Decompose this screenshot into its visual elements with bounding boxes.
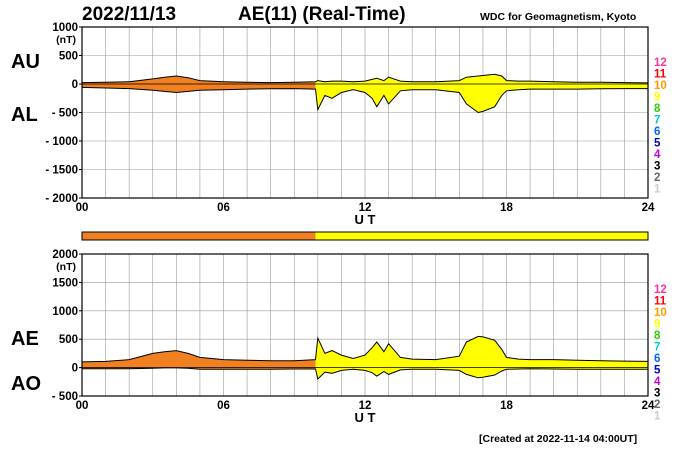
status-bar-before xyxy=(82,232,316,240)
au-al-legend-4: 4 xyxy=(654,149,661,161)
series-ao-line xyxy=(82,367,649,380)
ae-ao-xtick-label: 12 xyxy=(359,400,372,412)
ao-label: AO xyxy=(11,373,41,395)
created-timestamp: [Created at 2022-11-14 04:00UT] xyxy=(479,433,638,445)
au-al-xaxis-label: U T xyxy=(355,212,376,227)
au-al-legend-3: 3 xyxy=(654,161,660,173)
series-al-line xyxy=(81,86,648,114)
au-al-ytick-label: - 1000 xyxy=(45,136,78,148)
ae-ao-ytick-label: 1500 xyxy=(52,277,78,289)
status-bar-frame xyxy=(81,231,649,241)
au-al-ytick-label: 1000 xyxy=(52,22,78,34)
au-label: AU xyxy=(11,51,40,73)
series-ae-line xyxy=(81,335,649,363)
ae-ao-area-before xyxy=(82,350,316,370)
ae-ao-legend-1: 1 xyxy=(654,411,661,423)
ae-ao-legend-6: 6 xyxy=(654,353,660,365)
ae-ao-frame xyxy=(81,253,649,397)
ae-ao-ytick-label: 2000 xyxy=(52,249,78,261)
au-al-unit-label: (nT) xyxy=(56,34,76,46)
ae-ao-xaxis-label: U T xyxy=(355,410,376,425)
ae-ao-xtick-label: 24 xyxy=(642,400,655,412)
au-al-ytick-label: 0 xyxy=(72,79,78,91)
ae-ao-legend-3: 3 xyxy=(654,388,660,400)
au-al-legend-2: 2 xyxy=(654,172,660,184)
ae-ao-ytick-label: 1000 xyxy=(52,306,78,318)
ae-ao-xtick-label: 06 xyxy=(217,400,230,412)
ae-ao-ytick-label: - 500 xyxy=(52,391,78,403)
series-au-line xyxy=(81,73,649,84)
ae-ao-legend-4: 4 xyxy=(654,376,661,388)
au-al-legend-12: 12 xyxy=(654,57,667,69)
au-al-xtick-label: 24 xyxy=(642,202,655,214)
ae-ao-legend-2: 2 xyxy=(654,399,660,411)
ae-label: AE xyxy=(11,328,39,350)
au-al-xtick-label: 18 xyxy=(500,202,513,214)
au-al-legend-6: 6 xyxy=(654,126,660,138)
au-al-xtick-label: 00 xyxy=(76,202,89,214)
chart-title: AE(11) (Real-Time) xyxy=(238,4,406,25)
status-bar-after xyxy=(315,232,648,240)
au-al-legend-1: 1 xyxy=(654,184,661,196)
ae-ao-ytick-label: 0 xyxy=(72,363,78,375)
au-al-legend-5: 5 xyxy=(654,138,661,150)
au-al-legend-10: 10 xyxy=(654,80,667,92)
ae-ao-legend-9: 9 xyxy=(654,319,660,331)
au-al-ytick-label: - 500 xyxy=(52,108,78,120)
source-label: WDC for Geomagnetism, Kyoto xyxy=(480,11,637,23)
ae-ao-legend-5: 5 xyxy=(654,365,661,377)
ae-ao-xtick-label: 18 xyxy=(500,400,513,412)
au-al-ytick-label: - 2000 xyxy=(45,193,78,205)
au-al-legend-7: 7 xyxy=(654,115,660,127)
ae-ao-legend-12: 12 xyxy=(654,284,667,296)
ae-ao-legend-11: 11 xyxy=(654,296,667,308)
ae-ao-legend-7: 7 xyxy=(654,342,660,354)
au-al-xtick-label: 06 xyxy=(217,202,230,214)
au-al-legend-9: 9 xyxy=(654,92,660,104)
al-label: AL xyxy=(11,104,38,126)
ae-ao-legend-10: 10 xyxy=(654,307,667,319)
ae-ao-area-after xyxy=(315,336,648,379)
au-al-ytick-label: - 1500 xyxy=(45,165,78,177)
au-al-xtick-label: 12 xyxy=(359,202,372,214)
date-label: 2022/11/13 xyxy=(82,4,177,25)
ae-ao-xtick-label: 00 xyxy=(76,400,89,412)
au-al-legend-11: 11 xyxy=(654,69,667,81)
au-al-legend-8: 8 xyxy=(654,103,661,115)
ae-ao-ytick-label: 500 xyxy=(59,334,78,346)
ae-ao-unit-label: (nT) xyxy=(56,261,76,273)
au-al-ytick-label: 500 xyxy=(59,51,78,63)
ae-ao-legend-8: 8 xyxy=(654,330,661,342)
